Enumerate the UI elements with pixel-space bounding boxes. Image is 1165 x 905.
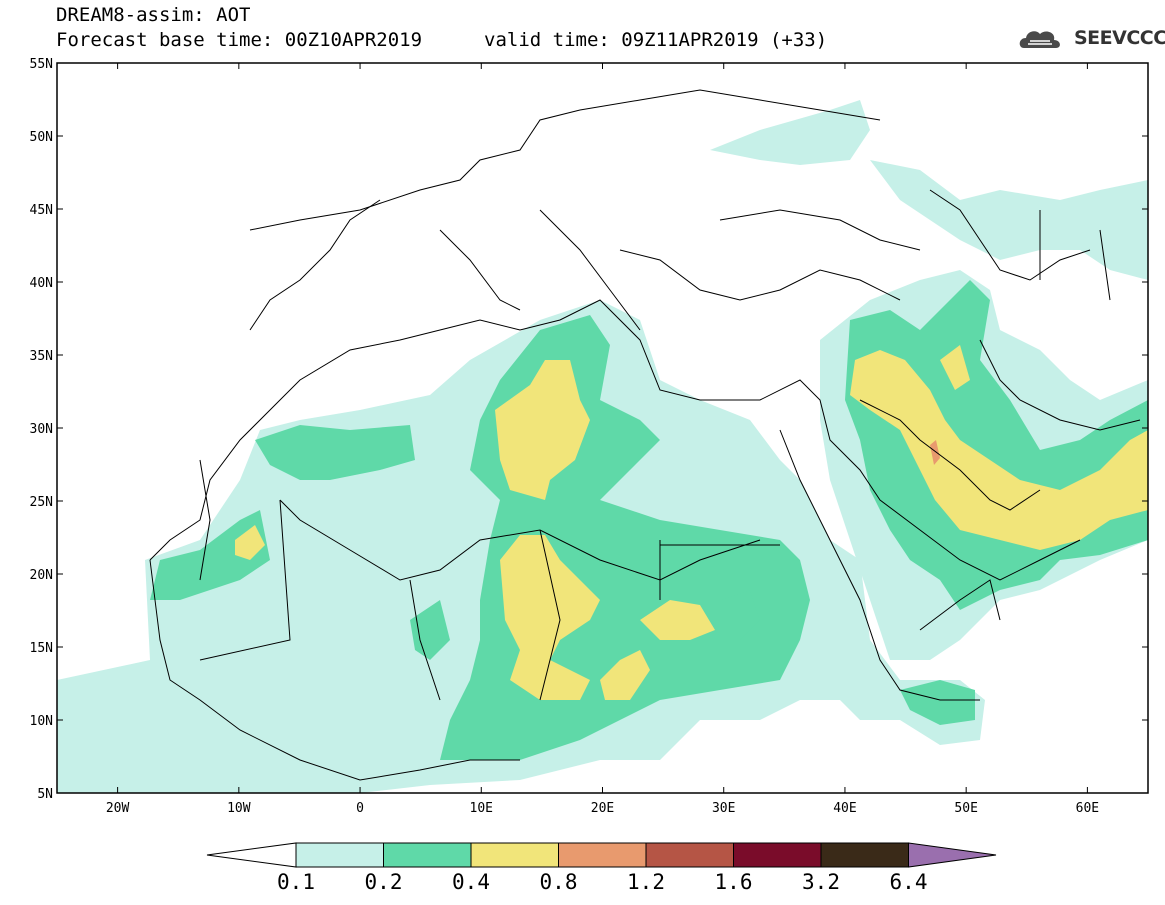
colorbar-level-label: 0.8 [539,870,578,894]
map-title: DREAM8-assim: AOT [56,4,251,26]
latitude-ticks: 55N 50N 45N 40N 35N 30N 25N 20N 15N 10N 5N [30,57,1148,802]
colorbar-level-label: 0.2 [364,870,403,894]
colorbar-level-label: 0.4 [452,870,490,894]
lat-tick-label: 5N [37,787,53,802]
lon-tick-label: 50E [954,801,977,816]
lon-tick-label: 40E [833,801,856,816]
colorbar-level-label: 3.2 [802,870,840,894]
longitude-ticks: 20W 10W 0 10E 20E 30E 40E 50E 60E [106,63,1099,816]
valid-time: valid time: 09Z11APR2019 (+33) [484,29,828,51]
cloud-icon [1019,31,1060,48]
coastlines [149,89,1141,781]
lon-tick-label: 30E [712,801,735,816]
lon-tick-label: 20E [591,801,614,816]
lon-tick-label: 10W [227,801,251,816]
lat-tick-label: 30N [30,422,53,437]
lat-tick-label: 40N [30,276,53,291]
lat-tick-label: 25N [30,495,53,510]
colorbar-level-label: 0.1 [277,870,315,894]
lon-tick-label: 20W [106,801,130,816]
lat-tick-label: 35N [30,349,53,364]
lon-tick-label: 10E [470,801,493,816]
logo-text: SEEVCCC [1074,27,1165,49]
lon-tick-label: 60E [1076,801,1099,816]
aot-level-0.8 [930,440,940,465]
colorbar-level-label: 1.2 [627,870,665,894]
base-time: Forecast base time: 00Z10APR2019 [56,29,423,51]
colorbar-level-label: 1.6 [714,870,753,894]
lon-tick-label: 0 [356,801,364,816]
lat-tick-label: 10N [30,714,53,729]
lat-tick-label: 20N [30,568,53,583]
lat-tick-label: 45N [30,203,53,218]
lat-tick-label: 55N [30,57,53,72]
lat-tick-label: 50N [30,130,53,145]
aot-level-0.4 [235,345,1148,700]
lat-tick-label: 15N [30,641,53,656]
colorbar-level-label: 6.4 [889,870,928,894]
